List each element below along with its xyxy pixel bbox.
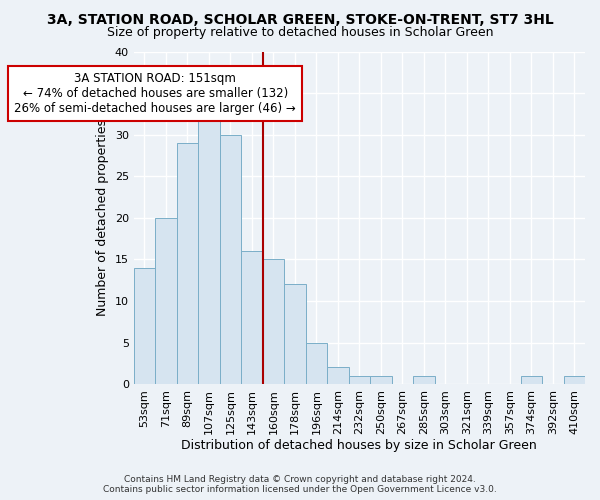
Bar <box>134 268 155 384</box>
Bar <box>284 284 305 384</box>
Bar <box>263 260 284 384</box>
Bar <box>349 376 370 384</box>
Bar <box>370 376 392 384</box>
Bar <box>155 218 177 384</box>
Bar <box>413 376 434 384</box>
Text: Contains HM Land Registry data © Crown copyright and database right 2024.
Contai: Contains HM Land Registry data © Crown c… <box>103 474 497 494</box>
Bar <box>521 376 542 384</box>
Bar <box>198 110 220 384</box>
Text: Size of property relative to detached houses in Scholar Green: Size of property relative to detached ho… <box>107 26 493 39</box>
Y-axis label: Number of detached properties: Number of detached properties <box>96 120 109 316</box>
Bar <box>305 342 327 384</box>
Bar <box>563 376 585 384</box>
Bar <box>327 368 349 384</box>
Bar <box>220 134 241 384</box>
Bar <box>241 251 263 384</box>
Text: 3A, STATION ROAD, SCHOLAR GREEN, STOKE-ON-TRENT, ST7 3HL: 3A, STATION ROAD, SCHOLAR GREEN, STOKE-O… <box>47 12 553 26</box>
Text: 3A STATION ROAD: 151sqm
← 74% of detached houses are smaller (132)
26% of semi-d: 3A STATION ROAD: 151sqm ← 74% of detache… <box>14 72 296 116</box>
Bar <box>177 143 198 384</box>
X-axis label: Distribution of detached houses by size in Scholar Green: Distribution of detached houses by size … <box>181 440 537 452</box>
